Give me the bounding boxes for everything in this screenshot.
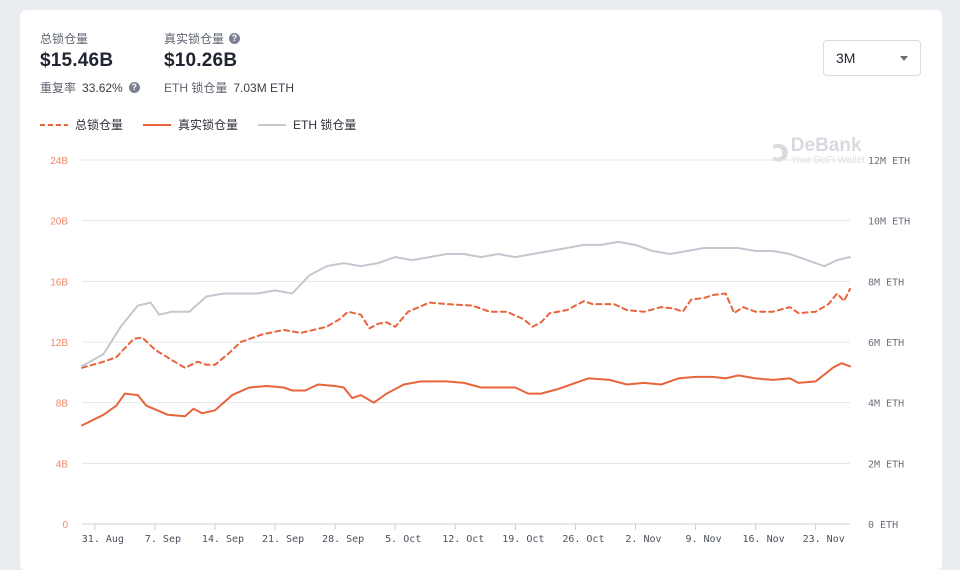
legend-item-eth[interactable]: ETH 锁仓量 [258,116,356,133]
tvl-value: $15.46B [40,50,114,71]
real-tvl-label-row: 真实锁仓量 ? [164,30,294,47]
x-tick-label: 28. Sep [322,534,364,545]
y-right-tick-label: 8M ETH [868,277,904,288]
y-left-tick-label: 12B [50,338,68,349]
chart-legend: 总锁仓量 真实锁仓量 ETH 锁仓量 [40,116,356,133]
watermark-name: DeBank [790,135,862,156]
legend-label-real: 真实锁仓量 [178,118,239,132]
eth-label: ETH 锁仓量 [164,81,228,95]
reuse-rate: 重复率 33.62% ? [40,79,140,96]
y-right-tick-label: 4M ETH [868,399,904,410]
x-tick-label: 21. Sep [262,534,304,545]
x-tick-label: 31. Aug [82,534,124,545]
y-left-tick-label: 4B [56,459,69,470]
chevron-down-icon [900,55,908,61]
series-line-eth [81,240,851,368]
line-icon [143,123,172,126]
y-left-tick-label: 0 [62,520,68,531]
series-line-tvl [81,287,851,369]
eth-value: 7.03M ETH [233,80,295,95]
x-tick-label: 9. Nov [685,534,721,545]
x-tick-label: 23. Nov [803,534,845,545]
legend-item-tvl[interactable]: 总锁仓量 [40,116,123,133]
y-left-tick-label: 8B [56,399,69,410]
real-tvl-label: 真实锁仓量 [164,32,225,46]
legend-label-eth: ETH 锁仓量 [293,118,357,132]
legend-item-real[interactable]: 真实锁仓量 [143,116,238,133]
eth-locked: ETH 锁仓量 7.03M ETH [164,79,294,96]
line-icon [258,123,287,126]
help-icon[interactable]: ? [128,82,140,93]
dashed-line-icon [40,123,68,126]
tvl-label: 总锁仓量 [40,32,89,46]
time-range-value: 3M [836,50,856,66]
chart-plot: 0 0 ETH 4B 2M ETH 8B 4M ETH 12B 6M ETH 16B 8M ETH… [50,156,910,545]
x-tick-label: 2. Nov [625,534,661,545]
y-left-tick-label: 24B [50,156,68,167]
y-right-tick-label: 12M ETH [868,156,910,167]
y-left-tick-label: 20B [50,217,68,228]
x-tick-label: 16. Nov [743,534,785,545]
x-tick-label: 12. Oct [442,534,484,545]
reuse-label: 重复率 [40,81,77,95]
y-left-tick-label: 16B [50,277,68,288]
y-right-tick-label: 10M ETH [868,217,910,228]
x-tick-label: 7. Sep [145,534,181,545]
y-right-tick-label: 0 ETH [868,520,898,531]
chart-card: 总锁仓量 $15.46B 重复率 33.62% ? 真实锁仓量 ? $10.26… [20,10,942,570]
x-tick-label: 14. Sep [202,534,244,545]
x-tick-label: 5. Oct [385,534,421,545]
y-right-tick-label: 2M ETH [868,459,904,470]
reuse-value: 33.62% [82,80,123,95]
real-tvl-stat: 真实锁仓量 ? $10.26B ETH 锁仓量 7.03M ETH [164,30,294,96]
y-right-tick-label: 6M ETH [868,338,904,349]
x-tick-label: 19. Oct [502,534,544,545]
tvl-stat: 总锁仓量 $15.46B 重复率 33.62% ? [40,30,140,96]
legend-label-tvl: 总锁仓量 [75,118,124,132]
series-line-real [81,362,851,427]
time-range-select[interactable]: 3M [823,40,921,76]
real-tvl-value: $10.26B [164,50,238,71]
help-icon[interactable]: ? [229,33,241,44]
x-tick-label: 26. Oct [562,534,604,545]
